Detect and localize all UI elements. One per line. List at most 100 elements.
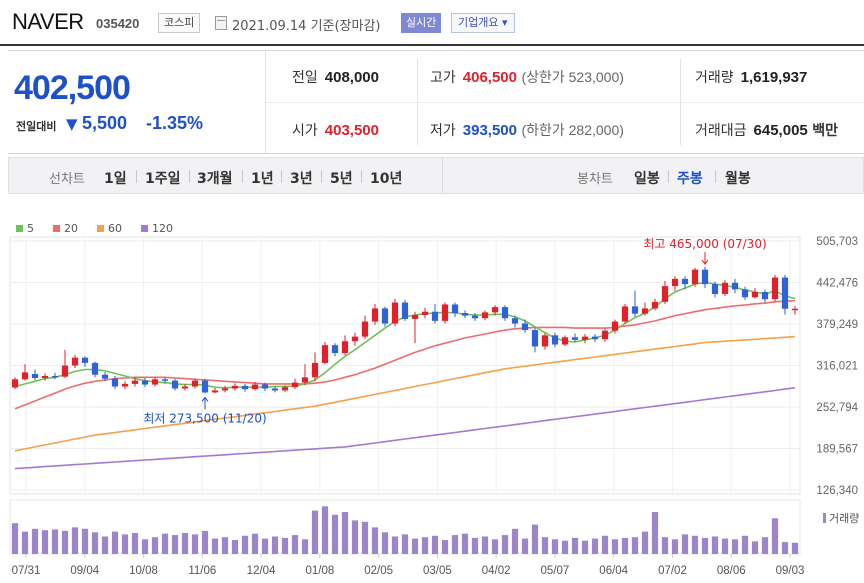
open-cell: 시가 403,500 (292, 120, 379, 140)
candle-body (661, 286, 669, 302)
candle-body (721, 282, 729, 294)
period-3m[interactable]: 3개월 (197, 171, 233, 187)
volume-bar (71, 527, 79, 554)
volume-bar (281, 537, 289, 554)
candle-body (151, 379, 159, 385)
candle-body (211, 390, 219, 393)
period-1y[interactable]: 1년 (251, 171, 274, 187)
annotations: 최고 465,000 (07/30) 최저 273,500 (11/20) (143, 237, 766, 425)
volume-bar (11, 523, 19, 554)
period-divider (361, 170, 362, 183)
candle-body (701, 269, 709, 285)
volume-bar (441, 539, 449, 554)
candle-body (551, 335, 559, 345)
legend-label-ma5: 5 (27, 222, 34, 235)
realtime-button[interactable]: 실시간 (401, 13, 442, 33)
candle-monthly[interactable]: 월봉 (725, 171, 751, 187)
volume-bar (611, 539, 619, 554)
volume-bar (31, 528, 39, 554)
legend-label-ma120: 120 (152, 222, 173, 235)
volume-bar (301, 539, 309, 554)
volume-bar (791, 542, 799, 554)
period-1d[interactable]: 1일 (104, 171, 127, 187)
period-3y[interactable]: 3년 (290, 171, 313, 187)
period-5y[interactable]: 5년 (330, 171, 353, 187)
candles (11, 267, 799, 394)
candle-body (271, 388, 279, 391)
volume-bar (51, 529, 59, 554)
volume-bar (91, 532, 99, 554)
volume-bar (481, 536, 489, 554)
candle-body (261, 384, 269, 389)
candle-body (791, 308, 799, 311)
candle-body (291, 382, 299, 388)
candle-body (511, 318, 519, 324)
y-tick-label: 252,794 (816, 402, 858, 414)
period-10y[interactable]: 10년 (370, 171, 403, 187)
amount-cell: 거래대금 645,005 백만 (695, 120, 838, 140)
candle-body (411, 314, 419, 319)
ma120-line (14, 387, 796, 470)
volume-bar (211, 538, 219, 554)
volume-bar (751, 541, 759, 554)
candle-body (491, 307, 499, 313)
candle-body (131, 380, 139, 384)
y-tick-label: 126,340 (816, 485, 858, 497)
candle-body (571, 337, 579, 340)
candle-body (321, 345, 329, 363)
volume-bar (371, 527, 379, 554)
volume-bar (511, 528, 519, 554)
chart-legend: 5 20 60 120 (16, 222, 173, 235)
compare-rate: -1.35% (146, 113, 204, 133)
candle-body (691, 269, 699, 285)
period-1w[interactable]: 1주일 (145, 171, 181, 187)
candle-body (141, 380, 149, 385)
volume-bar (461, 533, 469, 554)
candle-body (621, 306, 629, 322)
candle-body (251, 384, 259, 390)
volume-bar (781, 542, 789, 554)
volume-bar (241, 535, 249, 554)
row-divider (266, 102, 864, 103)
legend-label-ma60: 60 (108, 222, 122, 235)
legend-swatch-ma120 (141, 225, 148, 232)
volume-value: 1,619,937 (740, 69, 808, 86)
volume-bar (181, 532, 189, 554)
candle-body (351, 336, 359, 342)
volume-bar (571, 537, 579, 554)
candle-body (41, 376, 49, 378)
x-tick-label: 02/05 (364, 565, 393, 577)
ma5-line (14, 281, 796, 389)
candle-body (191, 380, 199, 387)
y-axis: 505,703 442,476 379,249 316,021 252,794 189,5… (816, 236, 858, 497)
candle-body (581, 336, 589, 340)
candle-body (631, 306, 639, 314)
volume-bar (711, 536, 719, 554)
candle-body (671, 278, 679, 287)
company-overview-dropdown[interactable]: 기업개요 ▾ (451, 13, 515, 33)
y-tick-label: 189,567 (816, 444, 858, 456)
volume-bar (251, 533, 259, 554)
candle-body (461, 313, 469, 316)
candle-weekly[interactable]: 주봉 (677, 171, 703, 187)
candle-body (241, 385, 249, 390)
candle-daily[interactable]: 일봉 (634, 171, 660, 187)
x-tick-label: 08/06 (717, 565, 746, 577)
current-price: 402,500 (14, 69, 131, 107)
candle-body (441, 304, 449, 321)
volume-bar (501, 535, 509, 554)
candle-body (171, 380, 179, 389)
volume-bar (421, 537, 429, 554)
volume-bar (151, 537, 159, 554)
candle-body (361, 321, 369, 337)
low-arrow-head (201, 396, 209, 402)
candle-body (181, 386, 189, 389)
volume-bar (411, 538, 419, 554)
period-divider (668, 170, 669, 183)
candle-body (391, 302, 399, 324)
volume-bar (321, 506, 329, 554)
column-divider (417, 59, 418, 145)
x-tick-label: 10/08 (129, 565, 158, 577)
volume-bar (41, 530, 49, 554)
weekly-candle-chart[interactable]: 5 20 60 120 505,703 442,476 379,249 316,021 252… (0, 214, 864, 583)
